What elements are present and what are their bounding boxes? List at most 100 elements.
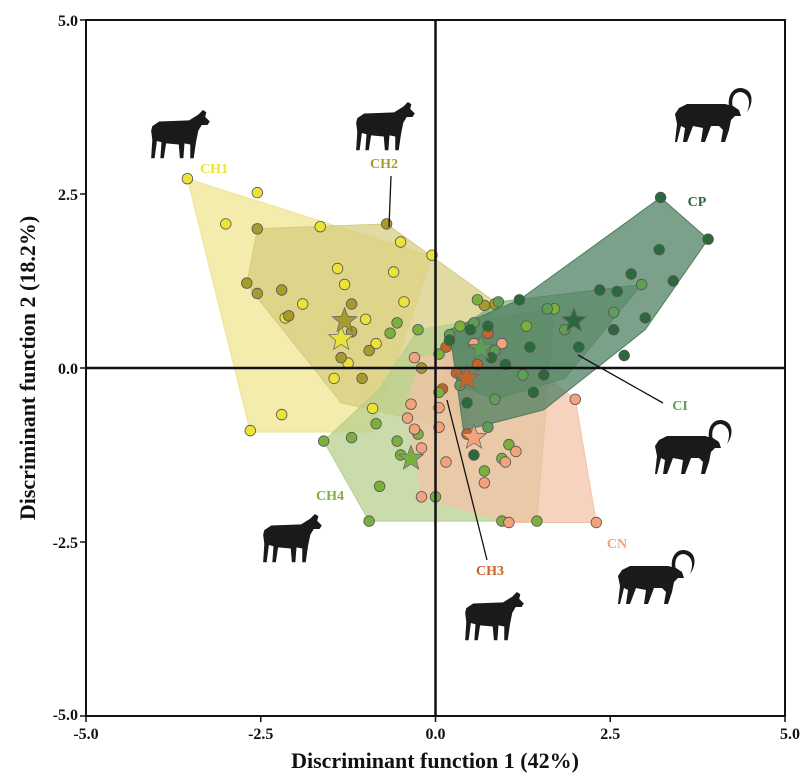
point-cn xyxy=(499,456,512,468)
group-label-ch2: CH2 xyxy=(370,157,398,172)
point-ci xyxy=(489,393,501,406)
point-ch1 xyxy=(338,278,351,291)
point-ch4 xyxy=(471,294,484,306)
point-ch2 xyxy=(251,223,263,235)
point-cp xyxy=(482,320,494,332)
leader-line-ch2 xyxy=(388,175,392,228)
point-cp xyxy=(654,191,667,204)
point-cp xyxy=(527,386,540,399)
point-ch2 xyxy=(345,298,358,310)
point-cn xyxy=(510,445,522,458)
centroid-star-ch4 xyxy=(397,444,425,470)
point-cn xyxy=(503,516,515,529)
point-ch2 xyxy=(335,351,347,364)
point-ch1 xyxy=(181,172,194,185)
point-ch1 xyxy=(297,298,309,310)
point-ch4 xyxy=(478,465,491,477)
point-cp xyxy=(573,341,585,353)
point-cn xyxy=(408,423,421,435)
point-cp xyxy=(468,449,480,461)
point-ch4 xyxy=(412,324,424,336)
ibex-silhouette-icon xyxy=(655,419,732,474)
y-tick-label: 0.0 xyxy=(58,361,78,378)
point-cp xyxy=(611,285,623,298)
point-ch4 xyxy=(345,431,358,444)
x-tick-label: -5.0 xyxy=(73,726,98,743)
point-cp xyxy=(524,341,536,353)
point-cp xyxy=(513,294,526,306)
point-ch2 xyxy=(276,284,288,296)
group-label-ch1: CH1 xyxy=(200,162,228,177)
x-tick-label: 5.0 xyxy=(780,726,800,743)
goat-silhouette-icon xyxy=(356,102,415,151)
point-ch4 xyxy=(391,435,403,447)
point-ch1 xyxy=(370,337,382,350)
point-ch4 xyxy=(531,515,543,527)
point-ci xyxy=(492,296,505,308)
point-ch1 xyxy=(398,296,410,308)
point-ch1 xyxy=(244,424,257,437)
centroid-star-cn xyxy=(460,423,488,450)
point-ch4 xyxy=(318,435,330,447)
group-label-ci: CI xyxy=(672,399,688,414)
point-cp xyxy=(618,349,630,362)
point-ch1 xyxy=(359,313,372,326)
point-ch4 xyxy=(391,317,403,329)
group-label-cn: CN xyxy=(607,537,627,552)
point-cp xyxy=(538,369,550,381)
point-ch4 xyxy=(373,480,386,493)
ibex-silhouette-icon xyxy=(675,87,752,142)
x-tick-label: 2.5 xyxy=(600,726,620,743)
goat-silhouette-icon xyxy=(465,592,524,641)
point-ch2 xyxy=(363,344,375,357)
point-cp xyxy=(608,324,620,336)
point-cp xyxy=(667,275,679,287)
point-ch1 xyxy=(251,186,263,199)
point-cp xyxy=(653,243,665,256)
leader-line-ch3 xyxy=(446,399,488,561)
group-label-cp: CP xyxy=(688,195,707,210)
group-label-ch4: CH4 xyxy=(316,489,344,504)
point-ci xyxy=(636,278,648,291)
point-ch1 xyxy=(366,402,379,415)
point-cn xyxy=(478,477,491,489)
goat-silhouette-icon xyxy=(263,514,322,563)
point-ch2 xyxy=(251,287,263,300)
point-ch1 xyxy=(387,266,400,278)
hull-cp xyxy=(448,196,709,432)
point-cp xyxy=(443,334,456,346)
point-ci xyxy=(517,369,529,381)
point-ch1 xyxy=(394,236,407,248)
point-ch1 xyxy=(328,372,340,385)
point-ci xyxy=(541,303,554,315)
centroid-star-ch1 xyxy=(327,324,355,351)
point-cn xyxy=(401,412,414,424)
ibex-silhouette-icon xyxy=(618,549,695,604)
point-cn xyxy=(569,393,582,406)
centroid-star-cp xyxy=(560,306,588,333)
point-cp xyxy=(464,324,477,336)
point-ch4 xyxy=(370,418,382,430)
x-tick-label: 0.0 xyxy=(426,726,446,743)
point-cp xyxy=(625,268,637,280)
point-cn xyxy=(440,456,452,468)
y-tick-label: 2.5 xyxy=(58,187,78,204)
point-ch4 xyxy=(503,438,515,451)
point-ch1 xyxy=(331,262,344,275)
group-label-ch3: CH3 xyxy=(476,564,504,579)
point-cn xyxy=(415,491,428,503)
point-ch1 xyxy=(314,220,326,233)
x-tick-label: -2.5 xyxy=(248,726,273,743)
goat-silhouette-icon xyxy=(151,110,210,159)
y-axis-label: Discriminant function 2 (18.2%) xyxy=(15,216,40,520)
point-cp xyxy=(594,284,606,296)
point-ch4 xyxy=(363,515,375,527)
point-cn xyxy=(496,337,508,350)
point-ch4 xyxy=(384,327,396,339)
point-cn xyxy=(590,516,603,529)
point-ch2 xyxy=(380,218,393,230)
y-tick-label: -2.5 xyxy=(53,535,78,552)
point-ch2 xyxy=(356,372,368,385)
point-cp xyxy=(702,233,714,245)
